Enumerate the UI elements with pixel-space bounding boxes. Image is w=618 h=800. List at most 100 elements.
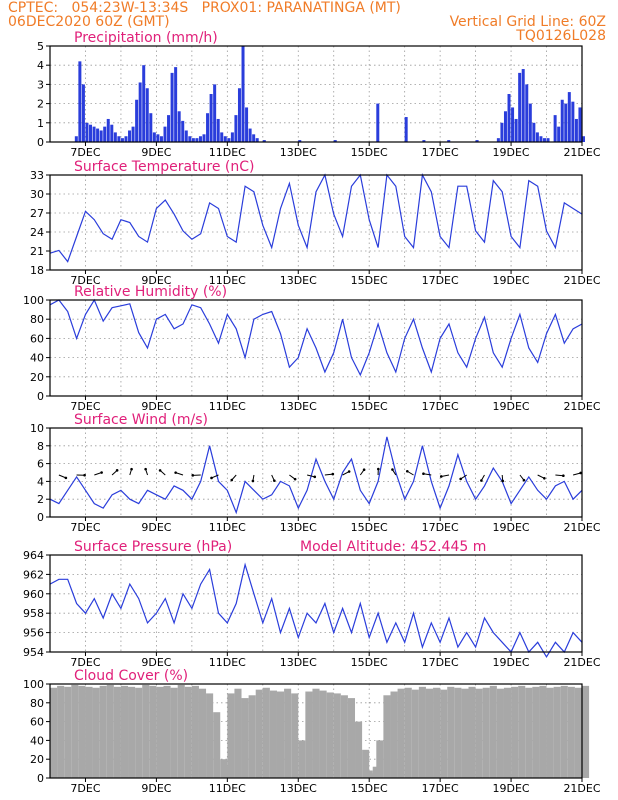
data-bar [422, 140, 426, 142]
data-bar [319, 690, 327, 778]
data-bar [128, 130, 132, 142]
data-bar [64, 686, 72, 778]
data-bar [539, 136, 543, 142]
data-bar [191, 685, 199, 778]
x-tick-label: 13DEC [280, 400, 317, 413]
wind-arrow-head [100, 471, 103, 474]
data-bar [514, 118, 518, 142]
data-bar [503, 687, 512, 778]
x-tick-label: 13DEC [280, 274, 317, 287]
y-tick-label: 40 [30, 352, 44, 365]
data-bar [262, 687, 270, 778]
data-bar [496, 688, 504, 778]
y-tick-label: 60 [30, 332, 44, 345]
wind-arrow-head [347, 470, 351, 473]
data-bar [156, 134, 160, 142]
data-bar [433, 687, 441, 778]
x-tick-label: 17DEC [422, 400, 459, 413]
x-tick-label: 13DEC [280, 146, 317, 159]
wind-arrow [441, 474, 450, 477]
panel-title: Surface Wind (m/s) [74, 412, 208, 428]
data-bar [578, 107, 582, 142]
data-bar [333, 693, 341, 778]
data-bar [383, 695, 391, 778]
wind-arrow-head [331, 472, 335, 476]
wind-arrow-head [362, 468, 366, 472]
x-tick-label: 11DEC [209, 782, 246, 795]
data-bar [532, 122, 536, 142]
data-bar [106, 684, 114, 778]
x-tick-label: 17DEC [422, 782, 459, 795]
panel-frame [49, 427, 583, 518]
data-bar [362, 749, 370, 778]
y-tick-label: 0 [37, 136, 44, 149]
data-bar [518, 685, 526, 778]
data-bar [511, 107, 515, 142]
data-bar [482, 687, 490, 778]
x-tick-label: 17DEC [422, 521, 459, 534]
data-bar [542, 138, 546, 142]
wind-arrow-head [210, 476, 213, 480]
x-tick-label: 15DEC [351, 400, 388, 413]
y-tick-label: 3 [37, 78, 44, 91]
data-bar [411, 689, 419, 778]
data-bar [521, 69, 525, 142]
header-grid-line: Vertical Grid Line: 60Z [449, 14, 606, 30]
x-tick-label: 15DEC [351, 782, 388, 795]
wind-arrow-head [391, 468, 394, 471]
x-tick-label: 21DEC [563, 400, 600, 413]
data-bar [106, 118, 110, 142]
data-bar [500, 122, 504, 142]
data-bar [582, 685, 590, 778]
data-bar [216, 118, 220, 142]
y-tick-label: 18 [30, 264, 44, 277]
data-bar [234, 115, 238, 142]
data-bar [535, 132, 539, 142]
data-bar [209, 94, 213, 142]
x-tick-label: 21DEC [563, 656, 600, 669]
x-tick-label: 11DEC [209, 400, 246, 413]
data-bar [245, 107, 249, 142]
data-bar [298, 740, 306, 778]
y-tick-label: 1 [37, 117, 44, 130]
x-tick-label: 17DEC [422, 656, 459, 669]
x-tick-label: 19DEC [493, 656, 530, 669]
y-tick-label: 20 [30, 753, 44, 766]
data-bar [376, 740, 384, 778]
x-tick-label: 19DEC [493, 521, 530, 534]
y-tick-label: 100 [23, 678, 44, 691]
y-tick-label: 2 [37, 98, 44, 111]
data-bar [298, 140, 302, 142]
data-bar [333, 140, 337, 142]
data-bar [120, 138, 124, 142]
data-bar [553, 686, 561, 778]
data-bar [503, 111, 507, 142]
data-bar [191, 138, 195, 142]
data-bar [156, 686, 164, 778]
wind-arrow-head [130, 467, 133, 471]
data-bar [149, 113, 153, 142]
y-tick-label: 958 [23, 607, 44, 620]
data-bar [528, 103, 532, 142]
data-bar [571, 101, 575, 142]
x-tick-label: 11DEC [209, 274, 246, 287]
data-bar [177, 111, 181, 142]
y-tick-label: 33 [30, 169, 44, 182]
data-bar [163, 685, 171, 778]
data-bar [92, 687, 100, 778]
data-bar [507, 94, 511, 142]
y-tick-label: 60 [30, 716, 44, 729]
data-bar [553, 115, 557, 142]
data-bar [440, 689, 448, 778]
wind-arrow-head [83, 473, 86, 477]
data-series-line [49, 562, 583, 659]
data-series-line [49, 173, 583, 263]
y-tick-label: 0 [37, 511, 44, 524]
data-bar [425, 688, 434, 778]
x-tick-label: 7DEC [70, 274, 100, 287]
y-tick-label: 6 [37, 458, 44, 471]
data-bar [248, 128, 252, 142]
data-bar [213, 84, 217, 142]
data-bar [92, 126, 96, 142]
